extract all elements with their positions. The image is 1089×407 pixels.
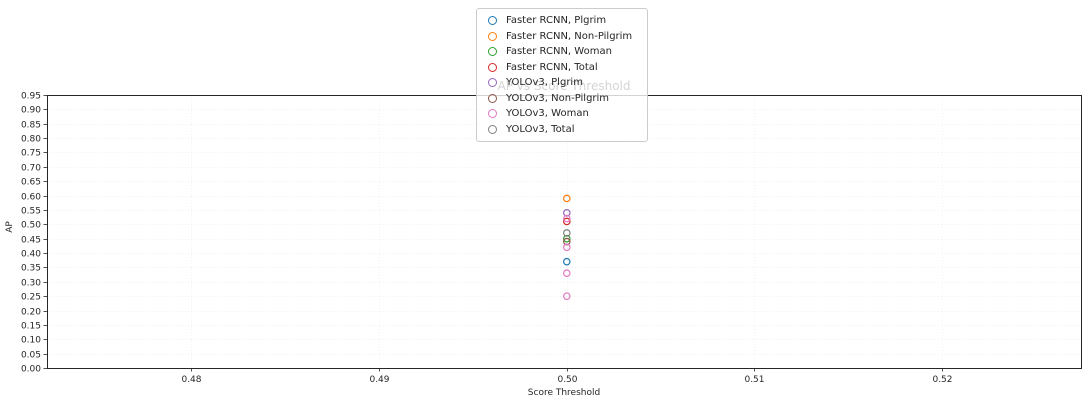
legend-marker-circle-icon <box>488 78 497 88</box>
data-point <box>563 257 571 266</box>
y-tick-label: 0.60 <box>21 193 41 203</box>
legend-marker-circle-icon <box>488 62 497 72</box>
y-tick-label: 0.85 <box>21 121 41 131</box>
legend-marker-circle-icon <box>488 31 497 41</box>
y-tick-label: 0.80 <box>21 135 41 145</box>
legend-label: YOLOv3, Total <box>506 123 575 135</box>
data-point <box>563 269 571 277</box>
y-tick-label: 0.75 <box>21 149 41 159</box>
legend-item: YOLOv3, Plgrim <box>483 75 641 91</box>
legend-label: YOLOv3, Plgrim <box>506 77 583 89</box>
legend: Faster RCNN, Plgrim Faster RCNN, Non-Pilg… <box>476 8 648 142</box>
data-point <box>563 229 571 237</box>
legend-label: YOLOv3, Woman <box>506 108 589 120</box>
legend-marker-circle-icon <box>488 124 497 134</box>
y-tick-label: 0.95 <box>21 92 41 102</box>
legend-marker-circle-icon <box>488 109 497 119</box>
x-axis-label: Score Threshold <box>527 388 601 398</box>
legend-label: Faster RCNN, Non-Pilgrim <box>506 30 633 42</box>
legend-marker-circle-icon <box>488 93 497 103</box>
legend-item: Faster RCNN, Plgrim <box>483 13 641 29</box>
legend-item: YOLOv3, Non-Pilgrim <box>483 91 641 107</box>
x-tick-label: 0.52 <box>932 375 952 385</box>
y-tick-label: 0.10 <box>21 336 41 346</box>
y-tick-label: 0.25 <box>21 293 41 303</box>
data-point <box>563 194 571 203</box>
y-tick-label: 0.70 <box>21 164 41 174</box>
legend-item: Faster RCNN, Total <box>483 60 641 76</box>
data-point <box>563 237 571 246</box>
data-point <box>563 214 571 223</box>
legend-label: Faster RCNN, Total <box>506 61 598 73</box>
data-point <box>563 292 571 300</box>
y-tick-label: 0.90 <box>21 106 41 116</box>
legend-item: YOLOv3, Woman <box>483 106 641 122</box>
x-tick-label: 0.50 <box>557 375 577 385</box>
legend-item: Faster RCNN, Non-Pilgrim <box>483 29 641 45</box>
y-tick-label: 0.40 <box>21 250 41 260</box>
y-tick-label: 0.50 <box>21 221 41 231</box>
data-point <box>563 209 571 217</box>
legend-label: YOLOv3, Non-Pilgrim <box>506 92 610 104</box>
x-tick-label: 0.51 <box>744 375 764 385</box>
legend-item: Faster RCNN, Woman <box>483 44 641 60</box>
legend-label: Faster RCNN, Plgrim <box>506 15 607 27</box>
legend-label: Faster RCNN, Woman <box>506 46 612 58</box>
y-tick-label: 0.05 <box>21 351 41 361</box>
x-tick-label: 0.49 <box>369 375 389 385</box>
legend-marker-circle-icon <box>488 47 497 57</box>
y-tick-label: 0.35 <box>21 264 41 274</box>
legend-marker-circle-icon <box>488 16 497 26</box>
y-tick-label: 0.65 <box>21 178 41 188</box>
data-point <box>563 234 571 243</box>
x-tick-label: 0.48 <box>181 375 201 385</box>
y-tick-label: 0.30 <box>21 279 41 289</box>
y-tick-label: 0.15 <box>21 322 41 332</box>
y-tick-label: 0.00 <box>21 365 41 375</box>
legend-item: YOLOv3, Total <box>483 122 641 138</box>
y-tick-label: 0.45 <box>21 236 41 246</box>
y-tick-label: 0.20 <box>21 308 41 318</box>
data-point <box>563 217 571 226</box>
data-point <box>563 243 571 252</box>
y-tick-label: 0.55 <box>21 207 41 217</box>
